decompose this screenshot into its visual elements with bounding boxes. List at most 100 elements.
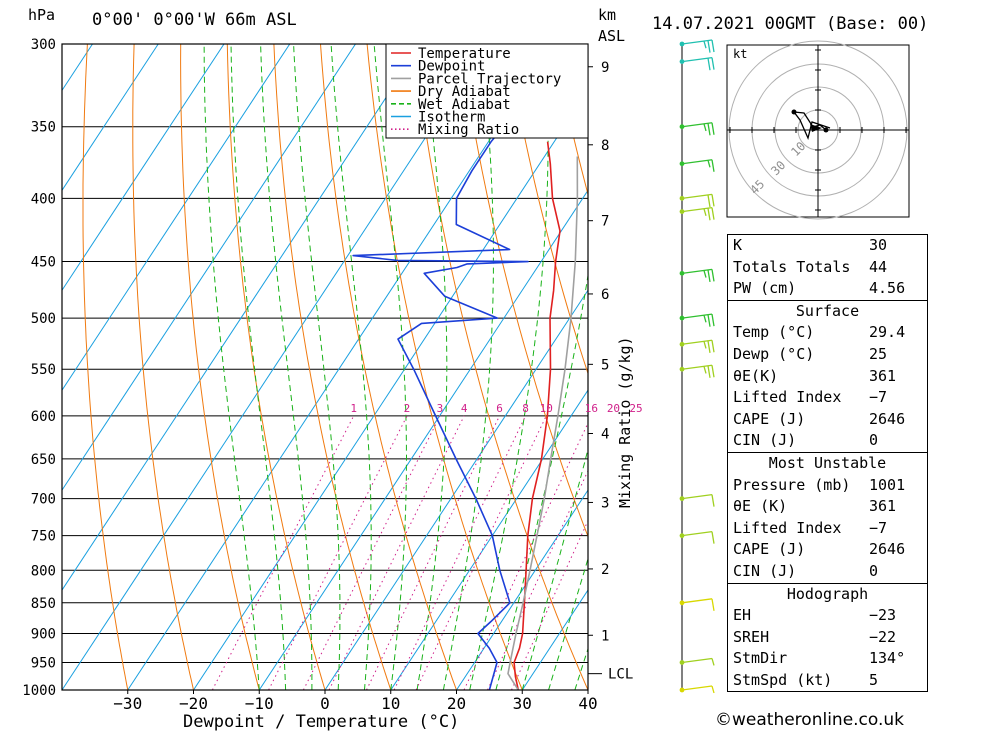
surface-temp-value: 29.4 bbox=[869, 323, 906, 342]
wet-adiabat-line bbox=[495, 272, 588, 690]
hodograph-point bbox=[823, 127, 829, 133]
totals-totals-row: Totals Totals 44 bbox=[728, 257, 927, 279]
surface-cin-row: CIN (J) 0 bbox=[728, 430, 927, 452]
wind-barb-staff bbox=[681, 56, 713, 63]
wind-barb-flag bbox=[711, 658, 715, 666]
dry-adiabat-line bbox=[413, 44, 588, 690]
wind-barb-flag bbox=[711, 122, 715, 135]
pressure-tick-label: 950 bbox=[31, 655, 56, 671]
dry-adiabat-line bbox=[132, 44, 194, 690]
km-tick-label: 8 bbox=[601, 138, 609, 154]
wind-barb-staff bbox=[681, 268, 713, 274]
hodograph-point bbox=[791, 109, 797, 115]
dry-adiabat-line bbox=[180, 44, 260, 690]
wet-adiabat-line bbox=[373, 44, 407, 690]
legend-label: Mixing Ratio bbox=[418, 122, 519, 138]
x-tick-label: 40 bbox=[578, 694, 597, 713]
mixing-ratio-line bbox=[487, 469, 588, 690]
dry-adiabat-line bbox=[366, 44, 523, 690]
wind-barb-flag bbox=[711, 269, 715, 282]
pressure-tick-label: 750 bbox=[31, 529, 56, 545]
mu-cape-value: 2646 bbox=[869, 540, 906, 559]
km-tick-label: 5 bbox=[601, 357, 609, 373]
wind-barb-staff bbox=[681, 493, 713, 500]
wind-barb-flag bbox=[711, 365, 715, 378]
surface-li-label: Lifted Index bbox=[733, 388, 842, 407]
x-axis-title: Dewpoint / Temperature (°C) bbox=[183, 712, 459, 732]
pressure-tick-label: 500 bbox=[31, 311, 56, 327]
wind-barb-flag bbox=[707, 160, 711, 168]
wet-adiabat-line bbox=[330, 44, 372, 690]
km-tick-label: 4 bbox=[601, 427, 609, 443]
pressure-tick-label: 300 bbox=[31, 37, 56, 53]
eh-row: EH −23 bbox=[728, 605, 927, 627]
legend-label: Dry Adiabat bbox=[418, 84, 511, 100]
wind-barb-flag bbox=[707, 314, 711, 327]
x-tick-label: −20 bbox=[179, 694, 208, 713]
wind-barb-flag bbox=[707, 208, 711, 221]
mixing-ratio-label: 10 bbox=[540, 402, 553, 415]
dry-adiabat-line bbox=[82, 44, 129, 690]
surface-cin-label: CIN (J) bbox=[733, 431, 797, 450]
wet-adiabat-line bbox=[230, 44, 287, 690]
mu-pressure-row: Pressure (mb) 1001 bbox=[728, 475, 927, 497]
wind-barb-staff bbox=[681, 122, 713, 128]
wind-barb-flag bbox=[707, 365, 711, 378]
surface-dewp-value: 25 bbox=[869, 344, 888, 363]
wind-barb-flag bbox=[707, 123, 711, 136]
legend-box bbox=[385, 43, 589, 139]
stmdir-label: StmDir bbox=[733, 649, 788, 668]
wind-barb-flag bbox=[711, 531, 715, 544]
mixing-ratio-label: 6 bbox=[496, 402, 503, 415]
sreh-label: SREH bbox=[733, 627, 770, 646]
stmspd-row: StmSpd (kt) 5 bbox=[728, 670, 927, 692]
isotherm-line bbox=[127, 44, 554, 690]
x-tick-label: −30 bbox=[113, 694, 142, 713]
hodograph-box-title: Hodograph bbox=[786, 584, 869, 603]
wind-barb-flag bbox=[711, 494, 715, 507]
surface-title: Surface bbox=[795, 301, 860, 320]
dewpoint-line bbox=[352, 44, 529, 690]
wind-barb-flag bbox=[711, 57, 715, 70]
surface-dewp-row: Dewp (°C) 25 bbox=[728, 344, 927, 366]
surface-li-value: −7 bbox=[869, 388, 888, 407]
eh-value: −23 bbox=[869, 606, 897, 625]
mixing-ratio-label: 1 bbox=[350, 402, 357, 415]
wind-barb-staff bbox=[681, 206, 713, 213]
wind-barb-staff bbox=[681, 313, 713, 319]
k-index-value: 30 bbox=[869, 236, 888, 254]
mixing-ratio-label: 25 bbox=[629, 402, 642, 415]
mu-theta-label: θE (K) bbox=[733, 497, 788, 516]
pressure-tick-label: 450 bbox=[31, 255, 56, 271]
isotherm-line bbox=[390, 389, 588, 690]
wind-barb-staff bbox=[681, 159, 713, 165]
wind-barb-staff bbox=[681, 339, 713, 345]
dry-adiabat-line bbox=[927, 44, 1000, 690]
lcl-label: LCL bbox=[608, 667, 633, 683]
surface-temp-label: Temp (°C) bbox=[733, 323, 815, 342]
mixing-ratio-line bbox=[268, 415, 408, 690]
wind-barb-flag bbox=[711, 39, 715, 53]
mu-cape-row: CAPE (J) 2646 bbox=[728, 539, 927, 561]
surface-theta-row: θE(K) 361 bbox=[728, 366, 927, 388]
plot-frame bbox=[61, 43, 589, 691]
mu-li-label: Lifted Index bbox=[733, 518, 842, 537]
mixing-ratio-label: 20 bbox=[607, 402, 620, 415]
wet-adiabat-line bbox=[521, 447, 588, 690]
pressure-tick-label: 1000 bbox=[22, 683, 56, 699]
pressure-tick-label: 600 bbox=[31, 409, 56, 425]
surface-temp-row: Temp (°C) 29.4 bbox=[728, 322, 927, 344]
km-tick-label: 2 bbox=[601, 562, 609, 578]
pressure-unit-label: hPa bbox=[28, 6, 55, 24]
wind-barb-flag bbox=[711, 207, 715, 220]
surface-cape-row: CAPE (J) 2646 bbox=[728, 409, 927, 431]
km-tick-label: 3 bbox=[601, 495, 609, 511]
mu-theta-value: 361 bbox=[869, 497, 897, 516]
pressure-tick-label: 700 bbox=[31, 492, 56, 508]
pressure-tick-label: 850 bbox=[31, 596, 56, 612]
legend-label: Wet Adiabat bbox=[418, 97, 511, 113]
mixing-ratio-label: 8 bbox=[522, 402, 529, 415]
totals-totals-value: 44 bbox=[869, 257, 888, 276]
wind-barb-flag bbox=[707, 58, 711, 71]
